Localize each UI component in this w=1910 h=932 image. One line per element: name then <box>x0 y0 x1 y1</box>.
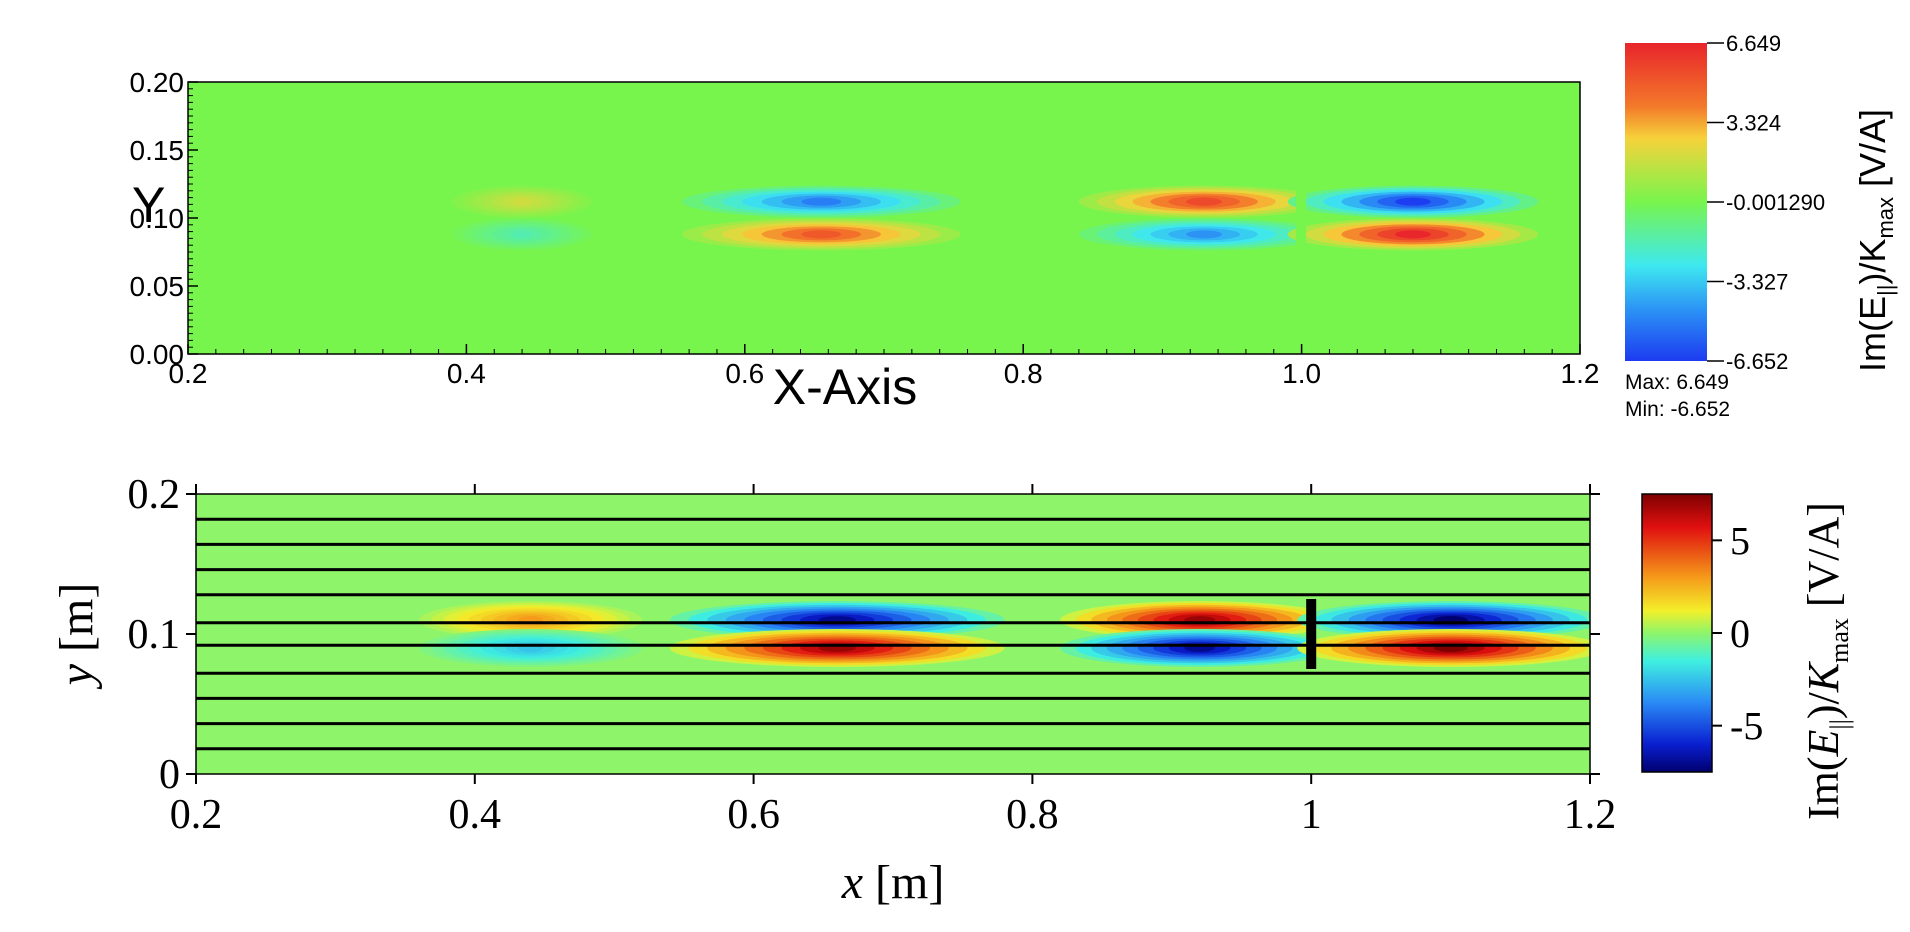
colorbar-gradient <box>1641 493 1713 773</box>
field-lobe-contour <box>512 197 533 206</box>
colorbar-ticks: 6.649 3.324 -0.001290 -3.327 -6.652 <box>1707 31 1825 374</box>
colorbar-label: Im(E||)/Kmax [V/A] <box>1799 502 1854 820</box>
colorbar-max-text: Max: 6.649 <box>1625 371 1729 394</box>
y-tick-label: 0.20 <box>130 67 185 98</box>
field-lobe-contour <box>512 230 533 239</box>
y-tick-label: 0.05 <box>130 271 185 302</box>
colorbar-label: Im(E||)/Kmax [V/A] <box>1852 109 1898 372</box>
field-lines-group <box>196 517 1590 751</box>
x-axis-title: x [m] <box>841 856 945 909</box>
colorbar-tick-label: 3.324 <box>1726 111 1781 136</box>
y-axis-title: Y <box>132 177 165 233</box>
field-lobe-contour <box>801 230 842 239</box>
x-tick-label: 0.6 <box>727 792 780 838</box>
plot-background <box>188 82 1580 354</box>
x-tick-label: 0.4 <box>449 792 502 838</box>
field-lobe-contour <box>1395 197 1431 206</box>
y-tick-label: 0.1 <box>128 612 181 658</box>
y-tick-label: 0.15 <box>130 135 185 166</box>
colorbar-tick-label: -0.001290 <box>1726 190 1825 215</box>
x-tick-label: 0.2 <box>169 358 208 389</box>
field-lobes-group <box>452 185 1539 251</box>
colorbar-tick-label: -3.327 <box>1726 270 1788 295</box>
colorbar-top: 6.649 3.324 -0.001290 -3.327 -6.652 Max: 6.6… <box>1625 31 1898 421</box>
antenna-bar <box>1306 599 1317 669</box>
bottom-plot-panel: 0.2 0.4 0.6 0.8 1 1.2 0 0.1 0.2 y [m] x [m] 5 0 -5… <box>50 472 1854 909</box>
x-tick-label: 0.8 <box>1006 792 1059 838</box>
x-tick-label: 1.2 <box>1561 358 1600 389</box>
colorbar-tick-label: -5 <box>1730 704 1763 749</box>
antenna-marker <box>1306 599 1317 669</box>
field-lobe-contour <box>1395 230 1431 239</box>
axes-group: 0.2 0.4 0.6 0.8 1 1.2 0 0.1 0.2 <box>128 472 1617 838</box>
x-tick-label: 1.2 <box>1564 792 1617 838</box>
field-lobe-contour <box>801 197 842 206</box>
top-plot-panel: 0.2 0.4 0.6 0.8 1.0 1.2 0.00 0.05 0.10 0.15 0.20 Y… <box>130 31 1899 421</box>
colorbar-ticks: 5 0 -5 <box>1712 518 1763 749</box>
colorbar-min-text: Min: -6.652 <box>1625 398 1730 421</box>
colorbar-gradient <box>1625 43 1707 361</box>
y-tick-label: 0.2 <box>128 472 181 518</box>
x-tick-label: 0.4 <box>447 358 486 389</box>
x-tick-label: 1.0 <box>1282 358 1321 389</box>
x-tick-label: 0.2 <box>170 792 223 838</box>
y-axis-title: y [m] <box>50 583 103 691</box>
x-tick-label: 1 <box>1301 792 1322 838</box>
x-tick-label: 0.6 <box>725 358 764 389</box>
y-tick-label: 0.00 <box>130 339 185 370</box>
colorbar-tick-label: 6.649 <box>1726 31 1781 56</box>
field-lobe-contour <box>1186 230 1223 239</box>
y-tick-label: 0 <box>159 752 180 798</box>
field-lobe-contour <box>1186 197 1223 206</box>
colorbar-tick-label: -6.652 <box>1726 349 1788 374</box>
colorbar-tick-label: 5 <box>1730 518 1750 563</box>
axes-group: 0.2 0.4 0.6 0.8 1.0 1.2 0.00 0.05 0.10 0.15 0.20 <box>130 67 1600 389</box>
antenna-gap <box>1296 185 1306 250</box>
colorbar-tick-label: 0 <box>1730 611 1750 656</box>
y-tick-label: 0.10 <box>130 203 185 234</box>
x-axis-title: X-Axis <box>773 359 917 415</box>
x-tick-label: 0.8 <box>1004 358 1043 389</box>
colorbar-bottom: 5 0 -5 Im(E||)/Kmax [V/A] <box>1641 493 1854 820</box>
